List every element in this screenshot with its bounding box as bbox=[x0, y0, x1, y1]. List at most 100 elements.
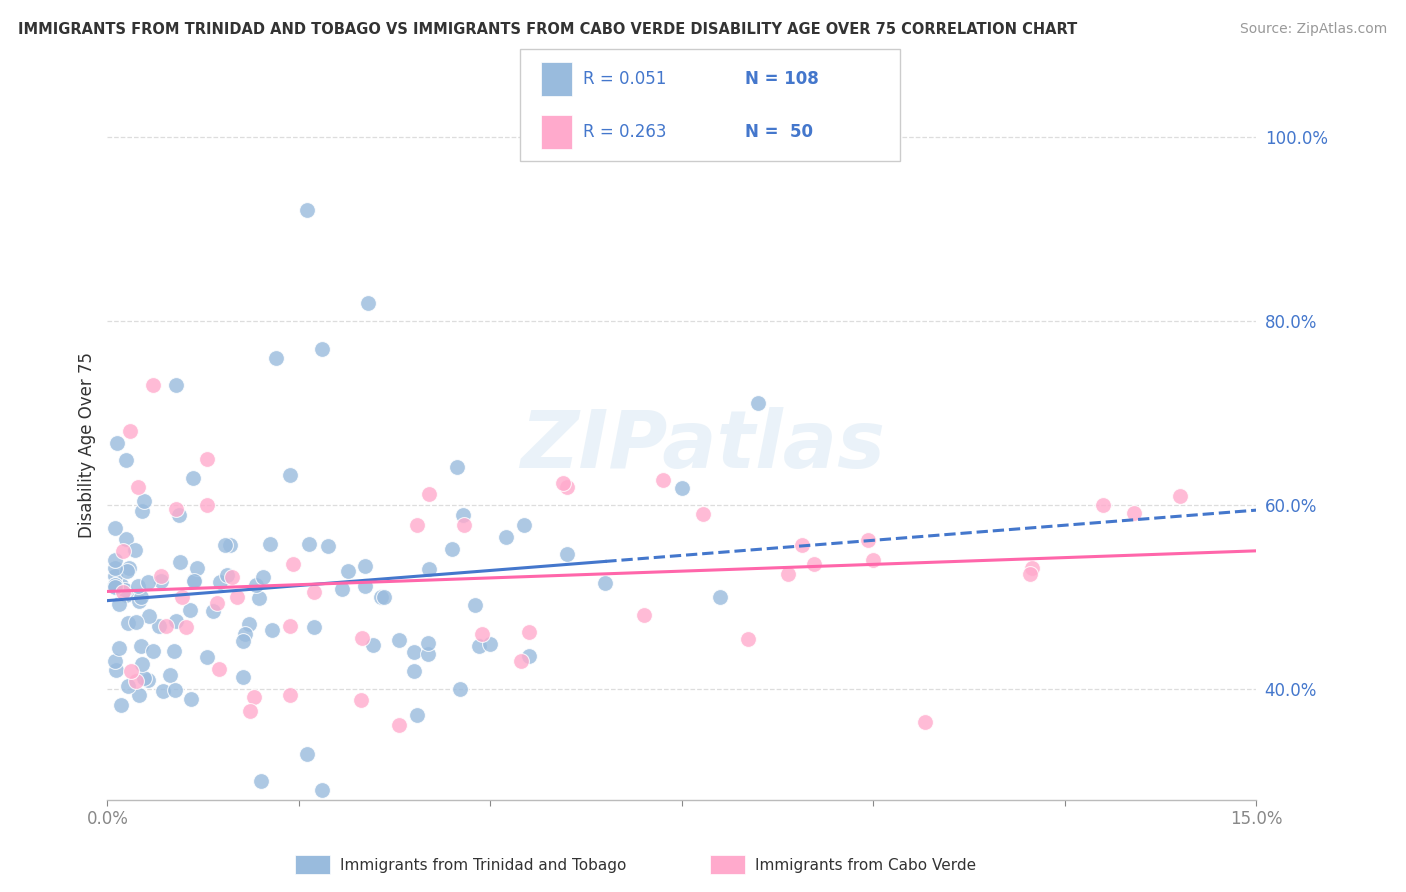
Point bbox=[278, 688, 301, 702]
Text: Source: ZipAtlas.com: Source: ZipAtlas.com bbox=[1240, 22, 1388, 37]
Text: ZIPatlas: ZIPatlas bbox=[520, 407, 886, 485]
Point bbox=[361, 638, 384, 652]
Point bbox=[148, 618, 170, 632]
Point bbox=[856, 533, 879, 547]
Point bbox=[107, 640, 129, 655]
Point bbox=[117, 680, 139, 694]
Point bbox=[264, 351, 287, 365]
Point bbox=[555, 548, 578, 562]
Point bbox=[136, 574, 159, 589]
Point bbox=[225, 590, 247, 604]
Point bbox=[311, 342, 333, 356]
Point bbox=[129, 590, 152, 604]
Point bbox=[446, 460, 468, 475]
Point bbox=[406, 707, 429, 722]
Point bbox=[233, 626, 256, 640]
Point bbox=[232, 670, 254, 684]
Point bbox=[159, 668, 181, 682]
Point bbox=[152, 684, 174, 698]
Point bbox=[242, 690, 264, 704]
Point bbox=[104, 561, 127, 575]
Point bbox=[402, 664, 425, 678]
Point bbox=[304, 620, 326, 634]
Point bbox=[183, 574, 205, 589]
Point bbox=[217, 568, 239, 582]
Point bbox=[128, 593, 150, 607]
Point bbox=[142, 378, 165, 392]
Point bbox=[221, 570, 243, 584]
Point bbox=[127, 579, 149, 593]
Point bbox=[510, 654, 533, 668]
Text: R = 0.263: R = 0.263 bbox=[583, 123, 666, 141]
Point bbox=[252, 570, 274, 584]
Point bbox=[311, 783, 333, 797]
Point bbox=[169, 555, 191, 569]
Point bbox=[1018, 567, 1040, 582]
Point bbox=[104, 578, 127, 592]
Point bbox=[169, 508, 191, 523]
Point bbox=[128, 688, 150, 702]
Point bbox=[104, 569, 127, 583]
Point bbox=[453, 517, 475, 532]
Point bbox=[373, 590, 395, 604]
Point bbox=[747, 396, 769, 410]
Point bbox=[471, 627, 494, 641]
Point bbox=[232, 634, 254, 648]
Point bbox=[163, 683, 186, 698]
Point bbox=[110, 698, 132, 713]
Point bbox=[115, 532, 138, 546]
Point bbox=[105, 436, 128, 450]
Text: N = 108: N = 108 bbox=[745, 70, 818, 88]
Point bbox=[402, 645, 425, 659]
Point bbox=[155, 619, 177, 633]
Point bbox=[208, 662, 231, 676]
Point bbox=[124, 543, 146, 558]
Point bbox=[174, 620, 197, 634]
Point bbox=[418, 636, 440, 650]
Point bbox=[114, 588, 136, 602]
Point bbox=[295, 747, 318, 761]
Point bbox=[186, 561, 208, 575]
Point bbox=[180, 692, 202, 706]
Point bbox=[183, 573, 205, 587]
Point bbox=[737, 632, 759, 647]
Point bbox=[330, 582, 353, 597]
Text: R = 0.051: R = 0.051 bbox=[583, 70, 666, 88]
Point bbox=[247, 591, 270, 606]
Text: Immigrants from Trinidad and Tobago: Immigrants from Trinidad and Tobago bbox=[340, 858, 627, 872]
Point bbox=[245, 578, 267, 592]
Point bbox=[353, 559, 375, 574]
Point bbox=[132, 494, 155, 508]
Point bbox=[513, 518, 536, 533]
Point bbox=[104, 654, 127, 668]
Point bbox=[165, 378, 187, 392]
Point bbox=[127, 480, 149, 494]
Point bbox=[179, 602, 201, 616]
Point bbox=[709, 590, 731, 604]
Point bbox=[464, 598, 486, 612]
Text: IMMIGRANTS FROM TRINIDAD AND TOBAGO VS IMMIGRANTS FROM CABO VERDE DISABILITY AGE: IMMIGRANTS FROM TRINIDAD AND TOBAGO VS I… bbox=[18, 22, 1077, 37]
Point bbox=[120, 425, 142, 439]
Point bbox=[354, 579, 377, 593]
Point bbox=[260, 624, 283, 638]
Text: Immigrants from Cabo Verde: Immigrants from Cabo Verde bbox=[755, 858, 976, 872]
Point bbox=[125, 615, 148, 629]
Point bbox=[453, 508, 475, 522]
Point bbox=[370, 590, 392, 604]
Point bbox=[449, 682, 471, 697]
Point bbox=[104, 578, 127, 592]
Point bbox=[651, 473, 673, 487]
Point bbox=[114, 583, 136, 598]
Point bbox=[112, 584, 135, 599]
Point bbox=[862, 553, 884, 567]
Text: N =  50: N = 50 bbox=[745, 123, 813, 141]
Point bbox=[418, 648, 440, 662]
Point bbox=[555, 480, 578, 494]
Point bbox=[551, 475, 574, 490]
Point bbox=[350, 693, 373, 707]
Point bbox=[238, 617, 260, 632]
Point bbox=[803, 557, 825, 571]
Point bbox=[692, 507, 714, 521]
Point bbox=[495, 530, 517, 544]
Point bbox=[183, 470, 205, 484]
